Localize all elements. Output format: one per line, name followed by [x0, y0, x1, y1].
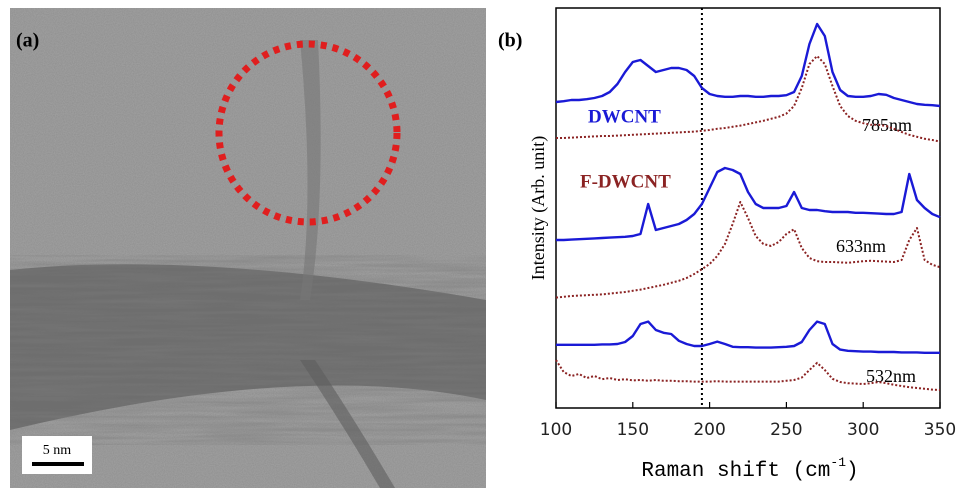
x-tick-label: 300	[847, 420, 879, 440]
x-axis-label: Raman shift (cm-1)	[641, 455, 858, 482]
plot-frame	[555, 7, 941, 409]
spectrum-line	[555, 359, 941, 391]
x-tick-label: 200	[693, 420, 725, 440]
tem-image: (a) 5 nm	[10, 8, 486, 488]
annotation: 785nm	[862, 115, 912, 135]
scale-bar-box	[22, 436, 92, 474]
x-tick-label: 150	[617, 420, 649, 440]
panel-label: (a)	[16, 30, 39, 52]
highlight-circle	[215, 40, 401, 226]
x-axis-label-text: Raman shift (cm	[641, 460, 830, 483]
x-tick-label: 250	[770, 420, 802, 440]
y-axis-label: Intensity (Arb. unit)	[528, 136, 549, 280]
annotation: 633nm	[836, 236, 886, 256]
scale-bar	[32, 462, 84, 466]
scale-bar-label: 5 nm	[43, 443, 72, 458]
spectrum-line	[556, 320, 940, 354]
spectrum-line	[556, 166, 941, 242]
spectrum-line	[555, 201, 941, 299]
x-tick-label: 100	[540, 420, 572, 440]
x-axis-label-end: )	[846, 460, 859, 483]
spectrum-line	[556, 55, 941, 143]
x-tick-label: 350	[924, 420, 956, 440]
legend-label: F-DWCNT	[580, 171, 671, 192]
panel-label: (b)	[498, 30, 522, 52]
spectrum-line	[555, 22, 941, 108]
legend-label: DWCNT	[588, 106, 661, 127]
annotation: 532nm	[866, 366, 916, 386]
x-axis-label-sup: -1	[830, 455, 846, 470]
